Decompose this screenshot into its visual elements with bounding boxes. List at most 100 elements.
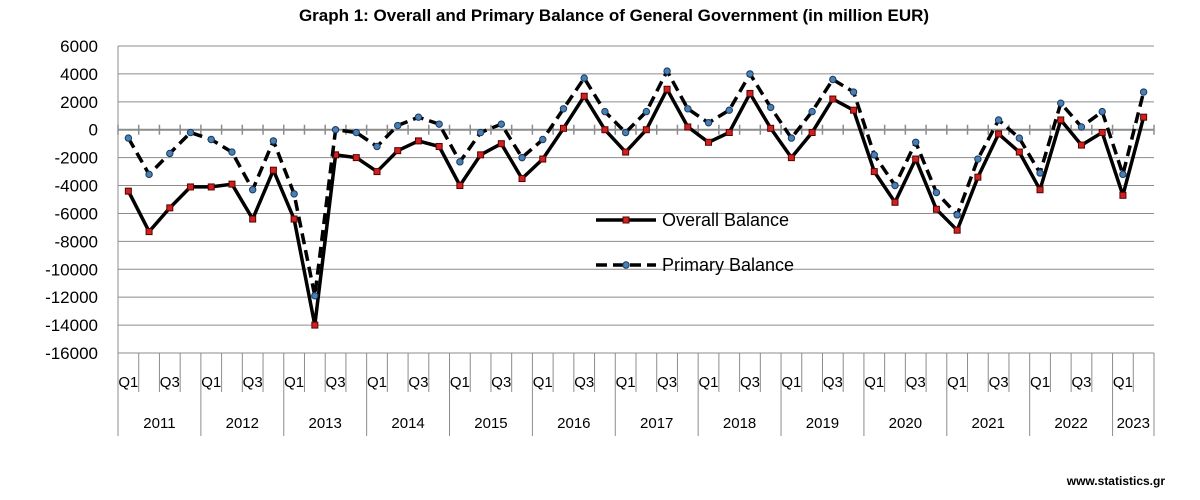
quarter-label: Q1: [533, 374, 553, 391]
quarter-label: Q3: [989, 374, 1009, 391]
year-label: 2011: [143, 415, 175, 432]
primary-balance-point: [663, 67, 671, 75]
quarter-label: Q1: [201, 374, 221, 391]
quarter-label: Q3: [491, 374, 511, 391]
overall-balance-point: [518, 175, 526, 183]
overall-balance-point: [145, 228, 153, 236]
primary-balance-point: [580, 74, 588, 82]
year-label: 2020: [889, 415, 922, 432]
primary-balance-point: [704, 119, 713, 127]
quarter-label: Q3: [657, 374, 677, 391]
quarter-label: Q3: [740, 374, 760, 391]
overall-balance-point: [953, 226, 961, 234]
overall-balance-point: [974, 173, 982, 181]
quarter-label: Q1: [284, 374, 304, 391]
primary-balance-point: [766, 103, 775, 112]
quarter-label: Q1: [699, 374, 719, 391]
overall-balance-point: [932, 205, 940, 213]
overall-balance-point: [1119, 191, 1127, 199]
overall-balance-point: [539, 155, 547, 163]
quarter-label: Q3: [1071, 374, 1091, 391]
overall-balance-point: [228, 180, 236, 188]
year-label: 2023: [1117, 415, 1150, 432]
overall-balance-point: [352, 154, 360, 162]
primary-balance-point: [1015, 134, 1024, 142]
overall-balance-point: [207, 183, 215, 191]
overall-balance-point: [1057, 116, 1065, 124]
primary-balance-point: [456, 158, 464, 166]
quarter-label: Q1: [864, 374, 884, 391]
overall-balance-point: [580, 92, 588, 100]
primary-balance-point: [373, 142, 381, 151]
overall-balance-point: [1036, 186, 1044, 194]
primary-balance-point: [1057, 99, 1065, 107]
year-label: 2012: [226, 415, 259, 432]
grid: [118, 45, 1154, 354]
quarter-label: Q3: [906, 374, 926, 391]
primary-balance-point: [746, 70, 754, 78]
overall-balance-point: [456, 182, 464, 190]
overall-balance-point: [995, 130, 1003, 138]
y-tick-label: -16000: [45, 344, 98, 363]
primary-balance-line: [126, 69, 1146, 298]
primary-balance-point: [1139, 88, 1148, 96]
overall-balance-point: [373, 168, 381, 176]
primary-balance-point: [352, 128, 360, 137]
axes: 6000 4000 2000 0 -2000 -4000 -6000 -8000 -10000 -…: [45, 37, 1155, 436]
primary-balance-point: [891, 181, 899, 190]
overall-balance-point: [663, 85, 671, 93]
legend: Overall Balance Primary Balance: [596, 210, 794, 275]
primary-balance-point: [787, 134, 796, 142]
primary-balance-point: [476, 128, 485, 137]
primary-balance-point: [912, 138, 920, 146]
year-label: 2014: [391, 415, 424, 432]
overall-balance-point: [249, 215, 257, 223]
quarter-label: Q3: [160, 374, 180, 391]
primary-balance-point: [394, 121, 402, 130]
overall-balance-point: [497, 140, 505, 148]
year-label: 2021: [972, 415, 1005, 432]
overall-balance-point: [912, 155, 920, 163]
primary-balance-point: [642, 107, 651, 116]
y-tick-label: -8000: [55, 232, 98, 251]
overall-balance-point: [1140, 113, 1148, 121]
overall-balance-point: [850, 106, 858, 114]
primary-balance-point: [166, 149, 174, 158]
primary-balance-point: [994, 116, 1003, 124]
chart-title: Graph 1: Overall and Primary Balance of …: [299, 6, 929, 25]
overall-balance-point: [808, 129, 816, 137]
y-tick-label: 6000: [60, 37, 98, 56]
primary-balance-point: [1119, 170, 1127, 179]
overall-balance-point: [124, 187, 132, 195]
primary-balance-point: [124, 134, 133, 142]
quarter-label: Q3: [408, 374, 428, 391]
overall-balance-point: [477, 151, 485, 159]
primary-balance-point: [829, 75, 837, 84]
primary-balance-point: [497, 120, 506, 128]
primary-balance-point: [808, 107, 816, 116]
overall-balance-point: [414, 137, 422, 145]
y-tick-label: -14000: [45, 316, 98, 335]
primary-balance-point: [1098, 107, 1106, 116]
overall-balance-point: [166, 204, 174, 212]
primary-balance-point: [331, 126, 340, 134]
quarter-label: Q3: [823, 374, 843, 391]
overall-balance-line: [126, 87, 1146, 327]
quarter-label: Q1: [616, 374, 636, 391]
y-tick-label: 2000: [60, 93, 98, 112]
primary-balance-point: [849, 88, 858, 96]
primary-balance-point: [311, 292, 319, 300]
quarter-label: Q1: [118, 374, 138, 391]
overall-balance-point: [559, 124, 567, 132]
y-tick-label: -12000: [45, 288, 98, 307]
overall-balance-point: [1015, 148, 1023, 156]
y-tick-label: 4000: [60, 65, 98, 84]
y-tick-label: -2000: [55, 149, 98, 168]
y-tick-label: 0: [89, 121, 98, 140]
legend-label-overall-balance: Overall Balance: [662, 210, 789, 230]
primary-balance-point: [1077, 123, 1086, 131]
primary-balance-point: [186, 128, 195, 137]
quarter-label: Q1: [367, 374, 387, 391]
quarter-label: Q1: [781, 374, 801, 391]
